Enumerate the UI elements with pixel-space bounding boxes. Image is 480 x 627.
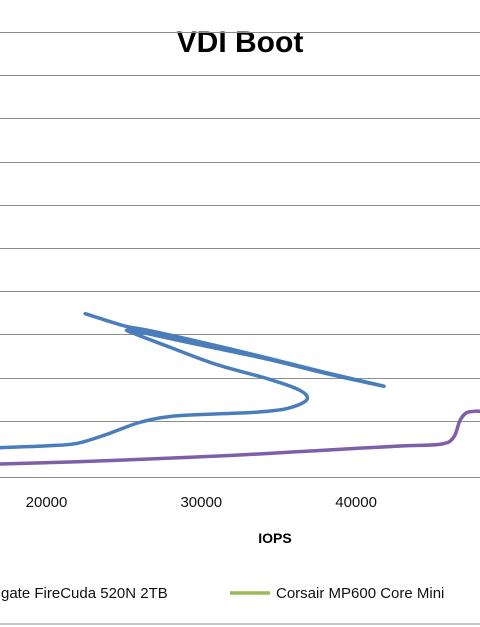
x-tick-label: 40000 [335,494,377,511]
series-line-2 [0,409,480,466]
series-line-1 [0,311,386,450]
legend-label: gate FireCuda 520N 2TB [1,585,168,602]
series-lines [0,311,480,466]
x-tick-label: 20000 [26,494,68,511]
gridlines [0,32,480,478]
chart-title: VDI Boot [177,26,304,59]
x-tick-label: 30000 [180,494,222,511]
x-axis-title: IOPS [258,530,291,546]
legend-label: Corsair MP600 Core Mini [276,585,444,602]
legend: gate FireCuda 520N 2TB Corsair MP600 Core… [1,585,444,602]
x-tick-labels: 20000 30000 40000 [26,494,377,511]
